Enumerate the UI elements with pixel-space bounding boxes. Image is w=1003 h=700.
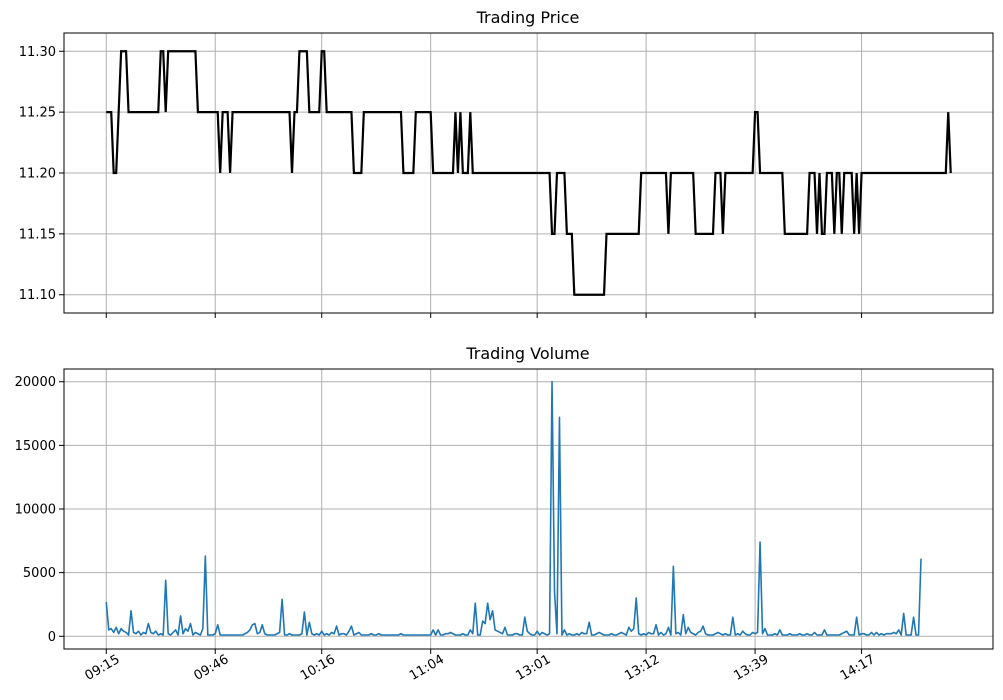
volume-x-axis: 09:15 09:46 10:16 11:04 13:01 13:12 13:39 14:17 <box>83 649 878 684</box>
volume-x-tick-label: 14:17 <box>838 652 878 684</box>
price-axes-frame <box>63 32 994 314</box>
price-series-line <box>106 50 952 296</box>
volume-y-axis: 0 5000 10000 15000 20000 <box>15 375 64 645</box>
volume-grid <box>64 369 993 649</box>
volume-x-tick-label: 09:46 <box>192 652 232 684</box>
volume-axes-frame <box>63 368 994 650</box>
price-y-tick-label: 11.20 <box>19 167 56 182</box>
volume-chart-title: Trading Volume <box>465 344 589 363</box>
price-y-tick-label: 11.10 <box>19 288 56 303</box>
volume-chart: Trading Volume 0 5000 10000 15000 20000 09:1… <box>15 344 994 684</box>
price-y-axis: 11.10 11.15 11.20 11.25 11.30 <box>19 45 64 303</box>
volume-x-tick-label: 09:15 <box>83 652 123 684</box>
price-chart: Trading Price 11.10 11.15 11.20 11.25 11.30 <box>19 8 994 318</box>
volume-x-tick-label: 11:04 <box>407 652 447 684</box>
price-y-tick-label: 11.30 <box>19 45 56 60</box>
price-chart-title: Trading Price <box>476 8 580 27</box>
volume-y-tick-label: 15000 <box>15 439 56 454</box>
price-y-tick-label: 11.25 <box>19 106 56 121</box>
volume-x-tick-label: 13:01 <box>513 652 553 684</box>
volume-x-tick-label: 10:16 <box>298 652 338 684</box>
volume-y-tick-label: 0 <box>48 630 56 645</box>
volume-y-tick-label: 20000 <box>15 375 56 390</box>
volume-x-tick-label: 13:39 <box>731 652 771 684</box>
price-y-tick-label: 11.15 <box>19 227 56 242</box>
volume-x-tick-label: 13:12 <box>622 652 662 684</box>
volume-series-line <box>105 380 922 636</box>
price-x-axis <box>105 313 863 318</box>
volume-y-tick-label: 10000 <box>15 503 56 518</box>
volume-y-tick-label: 5000 <box>23 566 56 581</box>
